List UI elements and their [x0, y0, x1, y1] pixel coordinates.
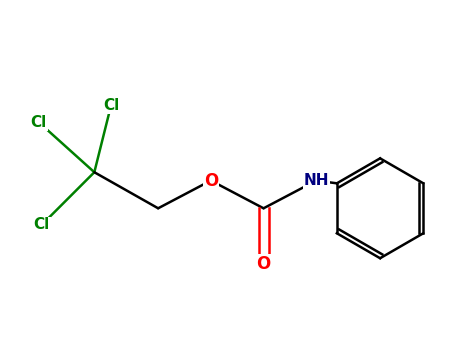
Text: Cl: Cl	[103, 98, 119, 113]
Text: Cl: Cl	[31, 115, 47, 130]
Text: Cl: Cl	[34, 217, 50, 232]
Text: NH: NH	[303, 173, 329, 188]
Text: O: O	[204, 172, 218, 190]
Text: O: O	[257, 255, 271, 273]
